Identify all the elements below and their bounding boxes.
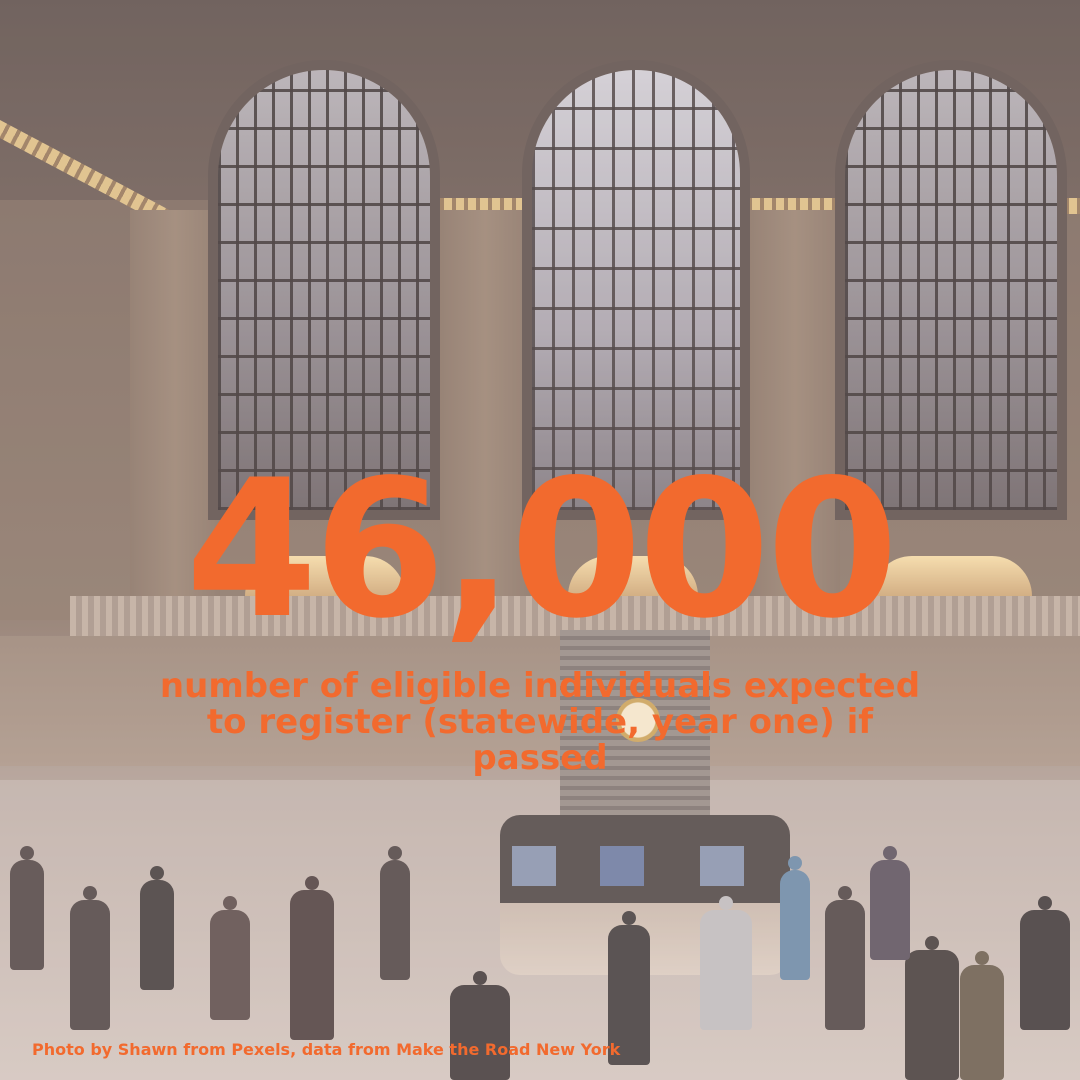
pier-left [130, 210, 220, 630]
headline-statistic: 46,000 [185, 439, 898, 660]
balcony-railing [70, 596, 1080, 636]
person [870, 846, 910, 960]
lit-archway-center [568, 556, 698, 596]
person [210, 896, 250, 1020]
arched-window-left [218, 70, 430, 510]
booth-screen [512, 846, 556, 886]
person [700, 896, 752, 1030]
booth-screen [700, 846, 744, 886]
booth-screen [600, 846, 644, 886]
lower-wall [0, 636, 1080, 766]
person [450, 971, 510, 1080]
booth-clock [616, 698, 660, 742]
person [960, 951, 1004, 1080]
pier-center-right [750, 210, 840, 630]
lit-archway-left [245, 556, 405, 596]
person [70, 886, 110, 1030]
arched-window-right [845, 70, 1057, 510]
person [10, 846, 44, 970]
arched-window-center [532, 70, 740, 510]
person [780, 856, 810, 980]
lit-archway-right [872, 556, 1032, 596]
person [1020, 896, 1070, 1030]
person [608, 911, 650, 1065]
person [140, 866, 174, 990]
pier-center-left [440, 210, 530, 630]
person [825, 886, 865, 1030]
photo-credit: Photo by Shawn from Pexels, data from Ma… [32, 1040, 621, 1059]
person [290, 876, 334, 1040]
person [905, 936, 959, 1080]
statistic-caption: number of eligible individuals expected … [159, 666, 921, 779]
person [380, 846, 410, 980]
